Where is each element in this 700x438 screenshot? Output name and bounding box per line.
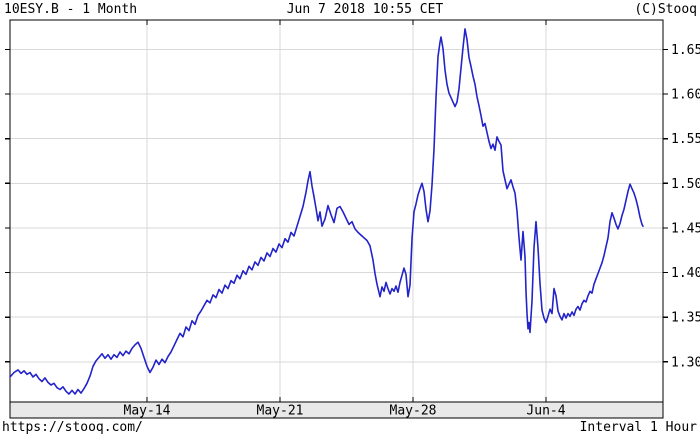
y-axis-label: 1.60 (671, 88, 700, 103)
x-axis-label: Jun-4 (526, 404, 565, 419)
price-line (9, 28, 644, 395)
y-axis-label: 1.45 (671, 221, 700, 236)
y-axis-label: 1.35 (671, 311, 700, 326)
plot-border (9, 19, 664, 403)
chart-title: 10ESY.B - 1 Month (4, 2, 138, 17)
y-axis-label: 1.55 (671, 132, 700, 147)
x-axis-label: May-21 (257, 404, 304, 419)
y-axis-label: 1.30 (671, 355, 700, 370)
x-axis-label: May-28 (390, 404, 437, 419)
chart-timestamp: Jun 7 2018 10:55 CET (286, 2, 444, 17)
stooq-url-link[interactable]: https://stooq.com/ (2, 420, 143, 435)
x-axis-label: May-14 (124, 404, 171, 419)
copyright-label: (C)Stooq (634, 2, 697, 17)
interval-label: Interval 1 Hour (579, 420, 697, 435)
y-axis-label: 1.40 (671, 266, 700, 281)
y-axis-label: 1.50 (671, 177, 700, 192)
y-axis-label: 1.65 (671, 43, 700, 58)
